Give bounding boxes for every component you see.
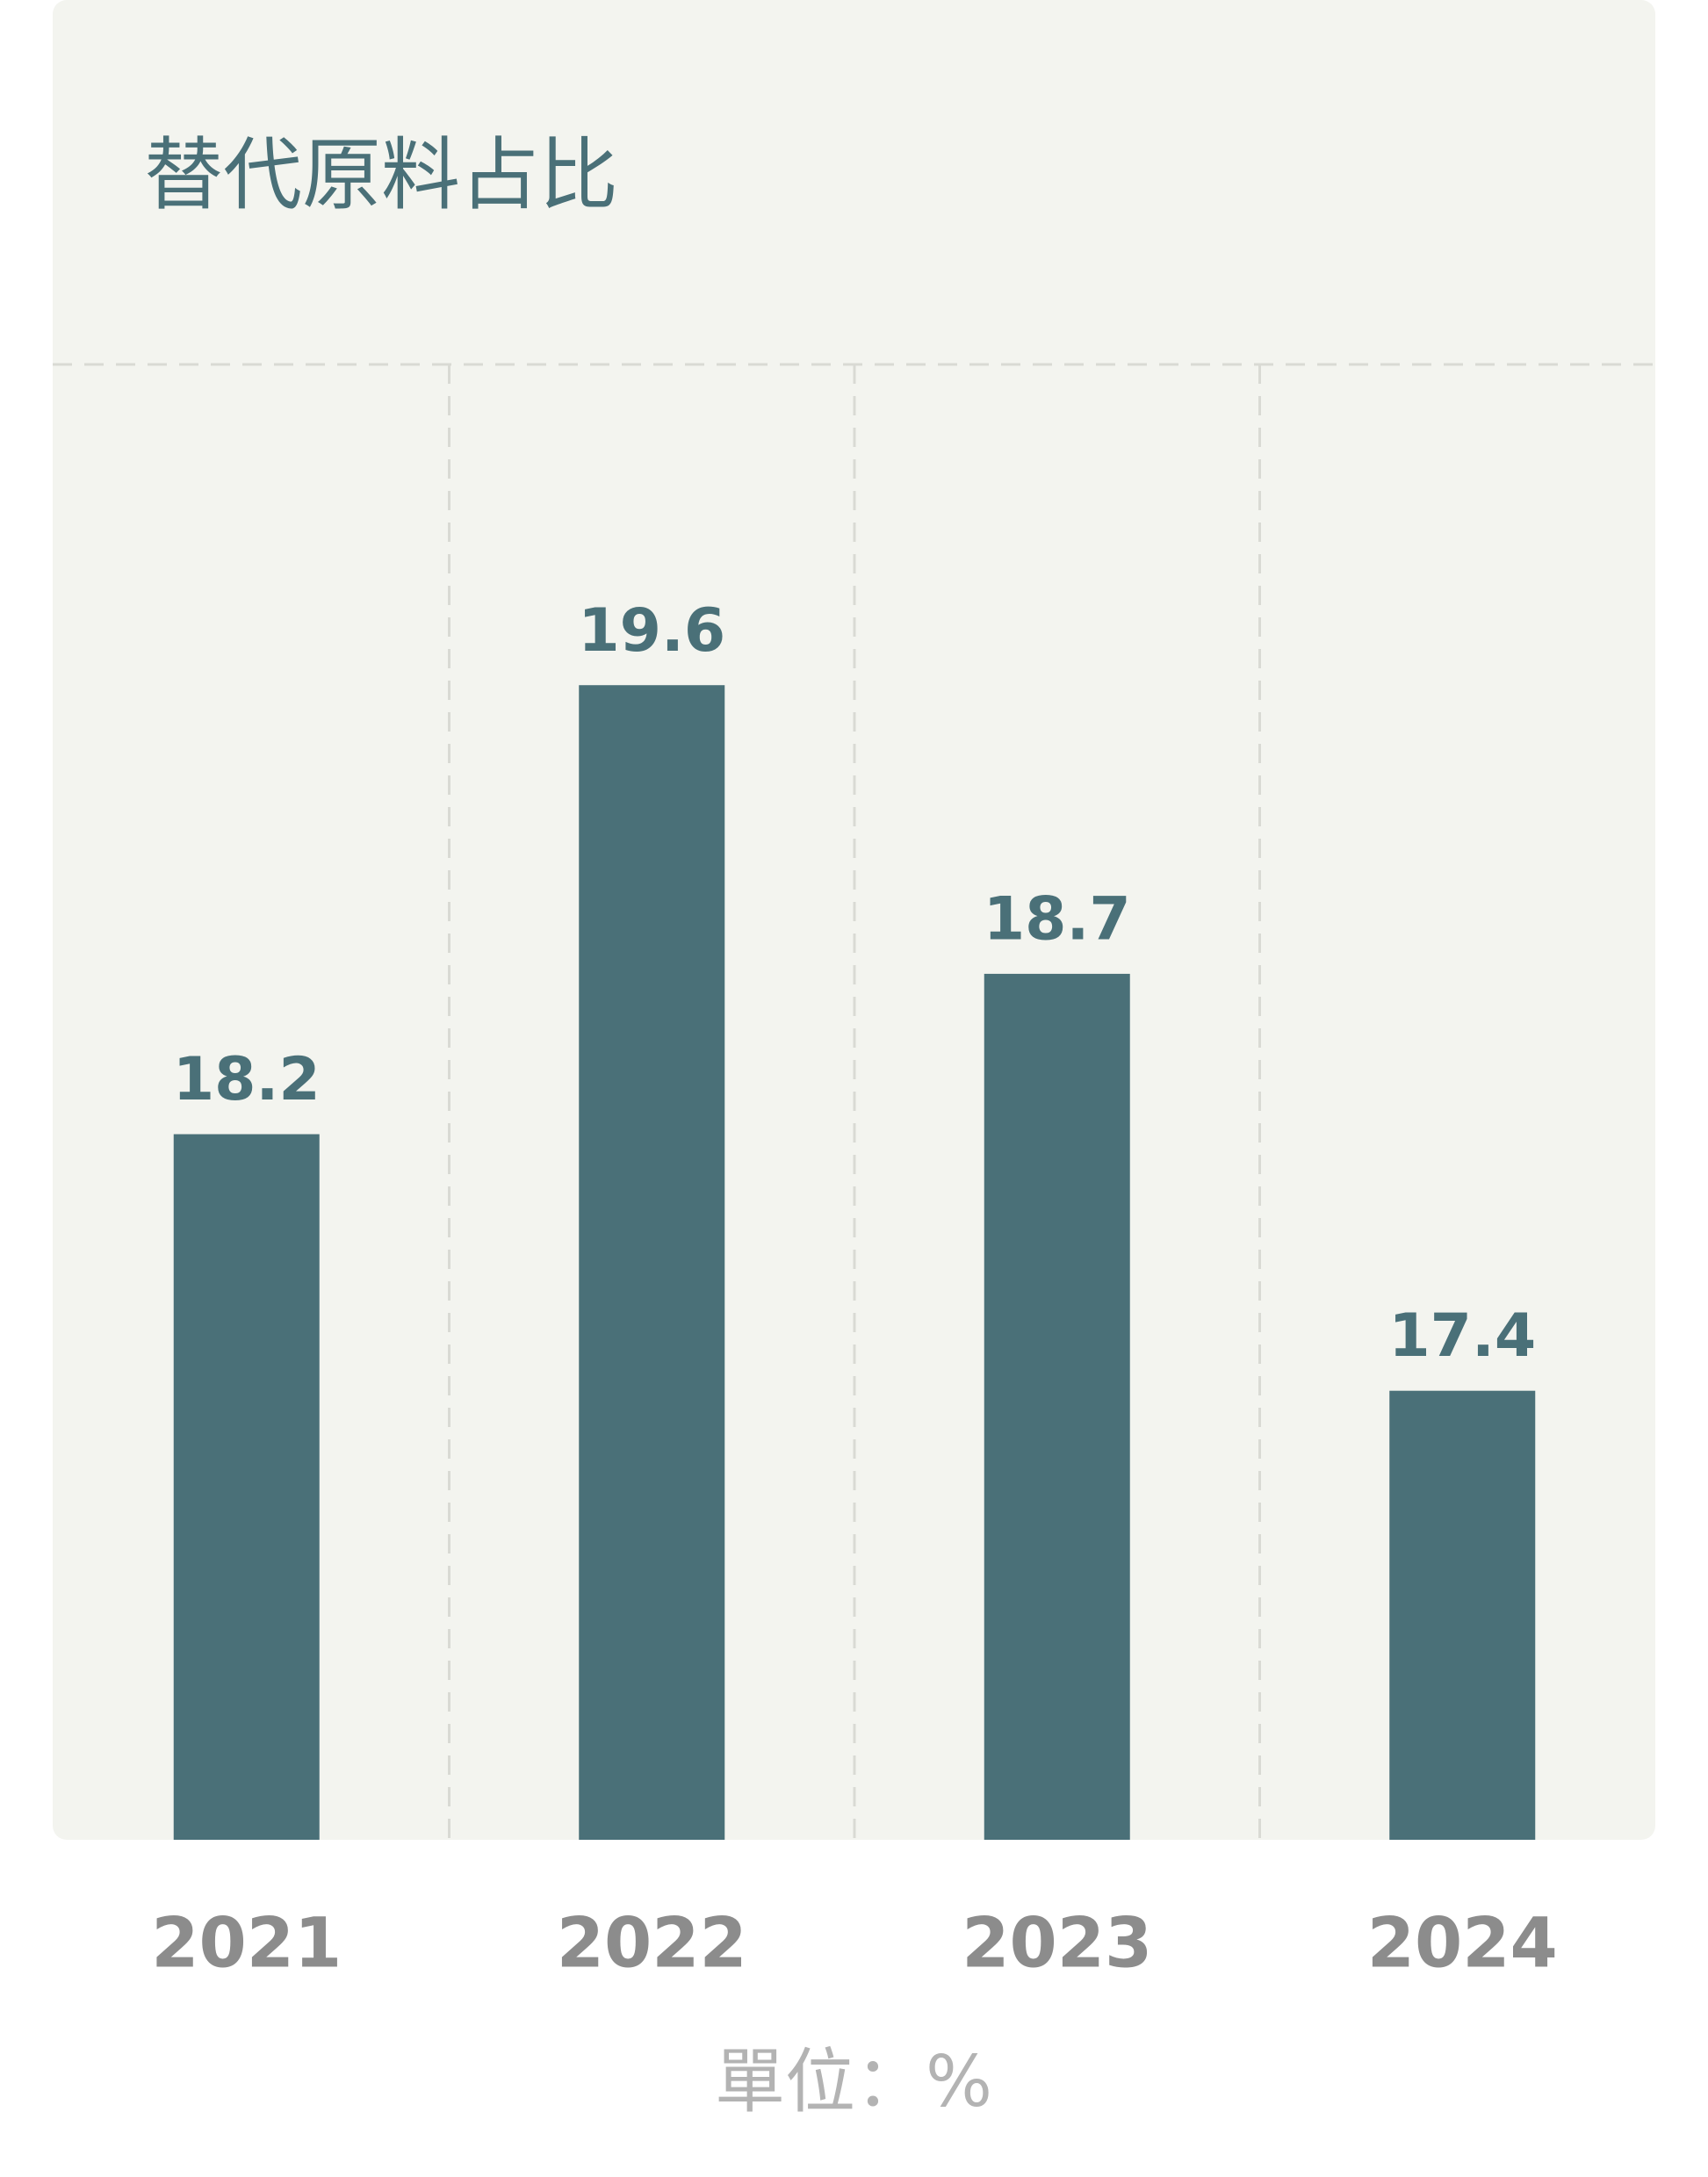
chart-title: 替代原料占比 — [144, 129, 618, 221]
value-label: 18.2 — [173, 1045, 321, 1114]
value-label: 19.6 — [578, 596, 725, 666]
bar — [579, 685, 725, 1840]
x-tick-label: 2021 — [151, 1904, 342, 1983]
value-label: 17.4 — [1388, 1301, 1536, 1371]
x-tick-label: 2024 — [1367, 1904, 1558, 1983]
bar — [984, 973, 1130, 1840]
value-label: 18.7 — [984, 884, 1131, 954]
bar — [173, 1134, 320, 1840]
unit-label: 單位：% — [715, 2041, 992, 2123]
x-tick-label: 2022 — [557, 1904, 747, 1983]
bar — [1389, 1390, 1536, 1840]
x-tick-label: 2023 — [962, 1904, 1152, 1983]
